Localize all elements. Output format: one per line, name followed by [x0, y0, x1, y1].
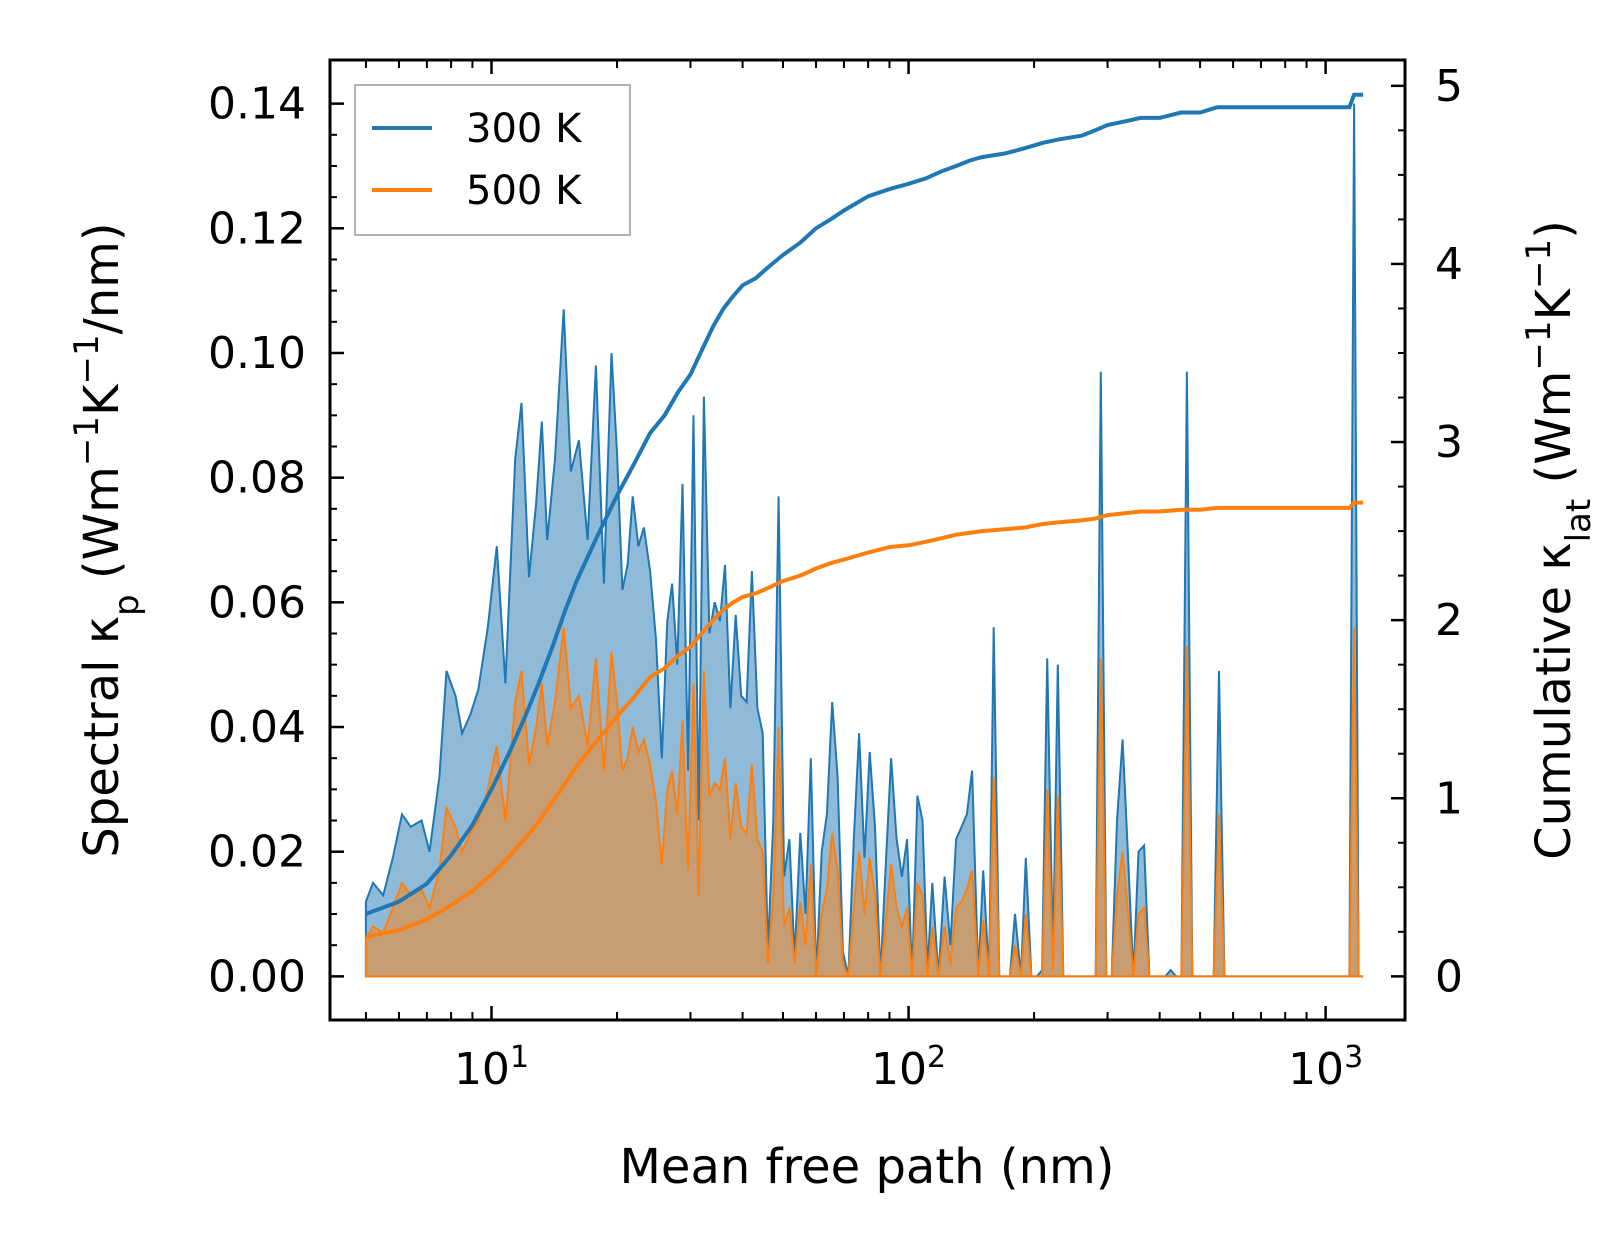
x-tick-label: 101 [454, 1040, 529, 1096]
y-right-tick-label: 3 [1435, 417, 1463, 468]
y-left-tick-label: 0.12 [208, 203, 306, 254]
y-left-tick-label: 0.10 [208, 328, 306, 379]
legend-label-300K: 300 K [466, 106, 583, 152]
spectral-fills [364, 103, 1364, 978]
y-right-tick-label: 5 [1435, 61, 1463, 112]
x-axis-title: Mean free path (nm) [620, 1139, 1115, 1195]
y-right-tick-label: 0 [1435, 951, 1463, 1002]
axis-ticks: 0.00 0.02 0.04 0.06 0.08 0.10 0.12 0.14 0 1 2 3 4 5 10… [208, 60, 1463, 1095]
y-right-tick-label: 2 [1435, 595, 1463, 646]
cumulative-line-500K [365, 500, 1364, 940]
y-left-tick-label: 0.04 [208, 702, 306, 753]
legend-label-500K: 500 K [466, 168, 583, 214]
y-left-axis-title: Spectral κp (Wm−1K−1/nm) [67, 222, 147, 857]
y-right-tick-label: 4 [1435, 239, 1463, 290]
cumulative-lines [365, 92, 1364, 940]
legend-box [354, 84, 631, 236]
x-tick-label: 103 [1288, 1040, 1363, 1096]
y-right-axis-title: Cumulative κlat (Wm−1K−1) [1519, 220, 1599, 860]
y-left-tick-label: 0.00 [208, 951, 306, 1002]
cumulative-line-300K [365, 92, 1364, 916]
y-left-tick-label: 0.14 [208, 79, 306, 130]
legend: 300 K 500 K [354, 84, 631, 236]
spectral-fill-500K [364, 627, 1364, 978]
y-left-tick-label: 0.02 [208, 827, 306, 878]
x-tick-label: 102 [871, 1040, 946, 1096]
y-left-tick-label: 0.08 [208, 453, 306, 504]
y-right-tick-label: 1 [1435, 773, 1463, 824]
y-left-tick-label: 0.06 [208, 577, 306, 628]
